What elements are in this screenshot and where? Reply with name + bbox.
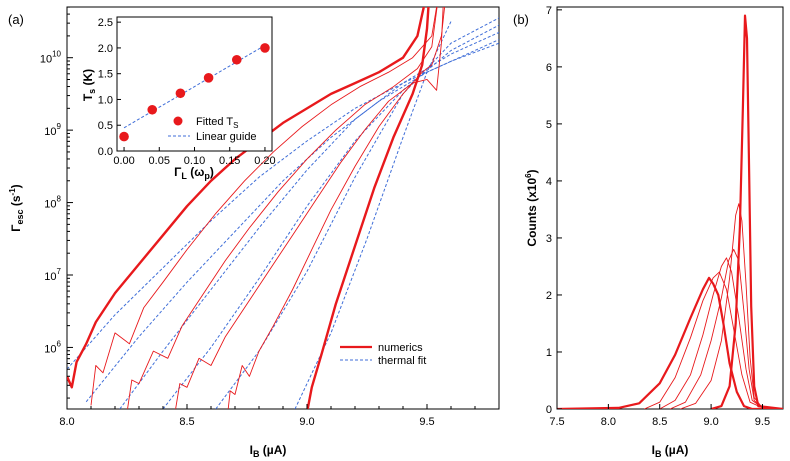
histogram-line-5: [557, 276, 783, 409]
b-x-tick-label-0: 7.5: [549, 416, 564, 428]
panel-a-x-ticks: 8.0 8.5 9.0 9.5: [59, 404, 500, 428]
b-x-tick-label-1: 8.0: [601, 416, 616, 428]
numerics-line-4: [90, 7, 438, 406]
b-y-tick-label-2: 2: [546, 290, 552, 302]
histogram-line-3: [659, 257, 783, 409]
panel-a-label: (a): [8, 12, 24, 27]
numerics-line-1: [227, 7, 446, 409]
inset-y-tick-label-4: 2.0: [98, 43, 113, 55]
panel-b-label: (b): [513, 12, 529, 27]
panel-b-y-ticks: 0 1 2 3 4 5 6 7: [546, 5, 562, 416]
histogram-line-0: [710, 14, 783, 409]
histogram-line-2: [669, 248, 783, 409]
inset-y-tick-label-5: 2.5: [98, 17, 113, 29]
inset-point-5: [260, 43, 270, 53]
inset-y-ticks: 0.0 0.5 1.0 1.5 2.0 2.5: [98, 17, 121, 158]
inset: 0.00 0.05 0.10 0.15 0.20 0.00.51.01.52.02.5 …: [81, 16, 276, 181]
inset-x-ticks: 0.00 0.05 0.10 0.15 0.20: [113, 147, 276, 167]
histogram-line-1: [680, 203, 783, 409]
b-y-tick-label-7: 7: [546, 5, 552, 17]
inset-points: [119, 43, 270, 142]
b-x-tick-label-2: 8.5: [652, 416, 667, 428]
a-x-tick-label-3: 9.5: [419, 416, 434, 428]
b-y-tick-label-6: 6: [546, 62, 552, 74]
a-x-tick-label-2: 9.0: [299, 416, 314, 428]
inset-x-tick-label-0: 0.00: [113, 155, 134, 167]
inset-x-tick-label-2: 0.10: [184, 155, 205, 167]
inset-x-tick-label-3: 0.15: [219, 155, 240, 167]
inset-point-3: [203, 73, 214, 83]
b-y-tick-label-3: 3: [546, 233, 552, 245]
numerics-line-0: [306, 7, 430, 409]
inset-point-2: [175, 88, 186, 99]
inset-legend-dot: [173, 116, 183, 126]
histogram-line-4: [644, 271, 783, 409]
panel-a: 8.0 8.5 9.0 9.5 106 107 108 109 1010 (a) IB (µA…: [8, 6, 500, 459]
inset-y-tick-label-2: 1.0: [98, 94, 113, 106]
panel-a-y-axis-label: Γesc (s-1): [8, 184, 25, 231]
panel-a-y-ticks: 106 107 108 109 1010: [40, 6, 73, 399]
thermal-fit-line-4: [85, 39, 499, 403]
inset-legend-fitted-label: Fitted TS: [196, 116, 238, 130]
a-y-tick-label-1: 107: [44, 267, 61, 283]
a-y-tick-label-3: 109: [44, 122, 61, 138]
a-y-tick-label-2: 108: [44, 195, 61, 211]
b-y-tick-label-0: 0: [546, 404, 552, 416]
panel-a-numerics-lines: [67, 7, 446, 409]
inset-legend-guide-label: Linear guide: [196, 131, 257, 143]
thermal-fit-line-2: [162, 24, 499, 409]
thermal-fit-line-3: [119, 31, 499, 409]
inset-point-0: [119, 131, 129, 142]
a-x-tick-label-1: 8.5: [179, 416, 194, 428]
panel-b-y-axis-label: Counts (x106): [524, 169, 539, 246]
numerics-line-5: [67, 7, 426, 389]
inset-x-tick-label-1: 0.05: [149, 155, 170, 167]
b-y-tick-label-1: 1: [546, 347, 552, 359]
inset-y-tick-label-3: 1.5: [98, 69, 113, 81]
legend-thermal-fit-label: thermal fit: [378, 355, 426, 367]
b-x-tick-label-4: 9.5: [755, 416, 770, 428]
legend-numerics-label: numerics: [378, 342, 423, 354]
inset-y-axis-label: Ts (K): [81, 69, 97, 101]
panel-a-legend: numerics thermal fit: [340, 342, 426, 367]
numerics-line-2: [175, 7, 444, 409]
numerics-line-3: [127, 7, 438, 409]
b-y-tick-label-5: 5: [546, 119, 552, 131]
inset-point-1: [147, 104, 158, 115]
inset-background: [116, 16, 273, 152]
inset-y-tick-label-1: 0.5: [98, 120, 113, 132]
a-y-tick-label-4: 1010: [40, 50, 62, 66]
inset-point-4: [231, 54, 242, 65]
panel-b-histogram-lines: [557, 14, 783, 409]
inset-x-tick-label-4: 0.20: [254, 155, 275, 167]
panel-b-x-ticks: 7.5 8.0 8.5 9.0 9.5: [549, 404, 770, 428]
thermal-fit-line-5: [67, 42, 499, 370]
b-y-tick-label-4: 4: [546, 176, 552, 188]
a-y-tick-label-0: 106: [44, 339, 61, 355]
inset-x-axis-label: ΓL (ωp): [174, 165, 214, 181]
panel-b: 7.5 8.0 8.5 9.0 9.5 0 1 2 3 4 5 6 7 (b) IB (µA) Cou…: [513, 5, 784, 459]
b-x-tick-label-3: 9.0: [703, 416, 718, 428]
inset-y-tick-label-0: 0.0: [98, 146, 113, 158]
inset-legend: Fitted TS Linear guide: [168, 116, 257, 143]
a-x-tick-label-0: 8.0: [59, 416, 74, 428]
panel-b-x-axis-label: IB (µA): [652, 443, 689, 459]
panel-a-x-axis-label: IB (µA): [250, 443, 287, 459]
